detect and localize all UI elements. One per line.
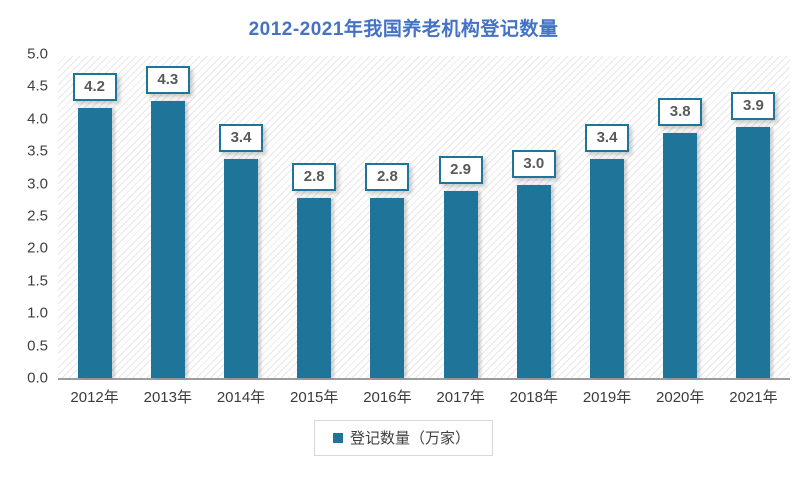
value-label: 2.9 [438,156,483,185]
y-tick-label: 0.0 [27,369,48,387]
chart-title: 2012-2021年我国养老机构登记数量 [248,19,559,40]
bar-2021年 [736,126,771,378]
value-label: 3.0 [511,149,556,178]
x-tick-label: 2018年 [509,389,558,406]
x-tick-label: 2017年 [436,389,485,406]
bar-band: 3.4 [204,56,277,378]
chart-body: 0.0 0.5 1.0 1.5 2.0 2.5 3.0 3.5 4.0 4.5 5.0 4.2 4.3… [12,46,790,387]
x-tick-label: 2015年 [290,389,339,406]
bar-band: 2.8 [278,56,351,378]
y-tick-label: 0.5 [27,337,48,355]
bar-band: 2.8 [351,56,424,378]
legend-swatch-icon [332,433,343,443]
bar-2017年 [443,191,478,378]
y-tick-label: 3.5 [27,142,48,160]
y-tick-label: 5.0 [27,45,48,63]
value-label: 3.4 [219,124,263,153]
y-tick-label: 4.0 [27,110,48,128]
y-tick-label: 4.5 [27,77,48,95]
y-tick-label: 3.0 [27,175,48,193]
x-tick-label: 2019年 [582,389,632,406]
bar-2020年 [663,133,698,378]
x-tick-label: 2012年 [70,389,119,406]
value-label: 4.3 [145,66,190,95]
y-tick-label: 1.0 [27,304,48,322]
y-tick-label: 2.0 [27,239,48,257]
value-label: 3.9 [731,91,776,120]
bar-2018年 [516,184,551,378]
legend-label: 登记数量（万家） [349,430,470,447]
x-tick-label: 2021年 [729,389,778,406]
bar-2014年 [224,159,258,378]
value-label: 3.8 [658,98,703,127]
y-tick-label: 1.5 [27,272,48,290]
x-tick-label: 2020年 [656,389,705,406]
bar-2019年 [590,159,625,378]
x-axis-labels: 2012年 2013年 2014年 2015年 2016年 2017年 2018年 2019年… [58,386,790,407]
bar-band: 3.8 [644,56,717,378]
value-label: 3.4 [585,124,630,153]
x-tick-label: 2016年 [363,389,412,406]
value-label: 2.8 [292,162,337,191]
bar-band: 4.3 [131,56,204,378]
bar-band: 3.4 [570,56,643,378]
y-axis: 0.0 0.5 1.0 1.5 2.0 2.5 3.0 3.5 4.0 4.5 5.0 [12,46,58,387]
bar-2012年 [77,107,112,378]
legend: 登记数量（万家） [313,420,493,456]
bar-band: 3.0 [497,56,570,378]
bar-band: 2.9 [424,56,497,378]
legend-row: 登记数量（万家） [0,420,807,456]
bar-2013年 [150,101,185,378]
value-label: 4.2 [72,72,117,101]
bar-2016年 [370,197,405,378]
bar-band: 3.9 [717,56,790,378]
x-tick-label: 2013年 [143,389,192,406]
bar-2015年 [297,197,332,378]
plot-area: 4.2 4.3 3.4 2.8 2.8 2.9 3.0 3.4 3.8 3.9 [58,56,790,380]
x-tick-label: 2014年 [216,389,266,406]
value-label: 2.8 [365,162,410,191]
bar-band: 4.2 [58,56,131,378]
y-tick-label: 2.5 [27,207,48,225]
